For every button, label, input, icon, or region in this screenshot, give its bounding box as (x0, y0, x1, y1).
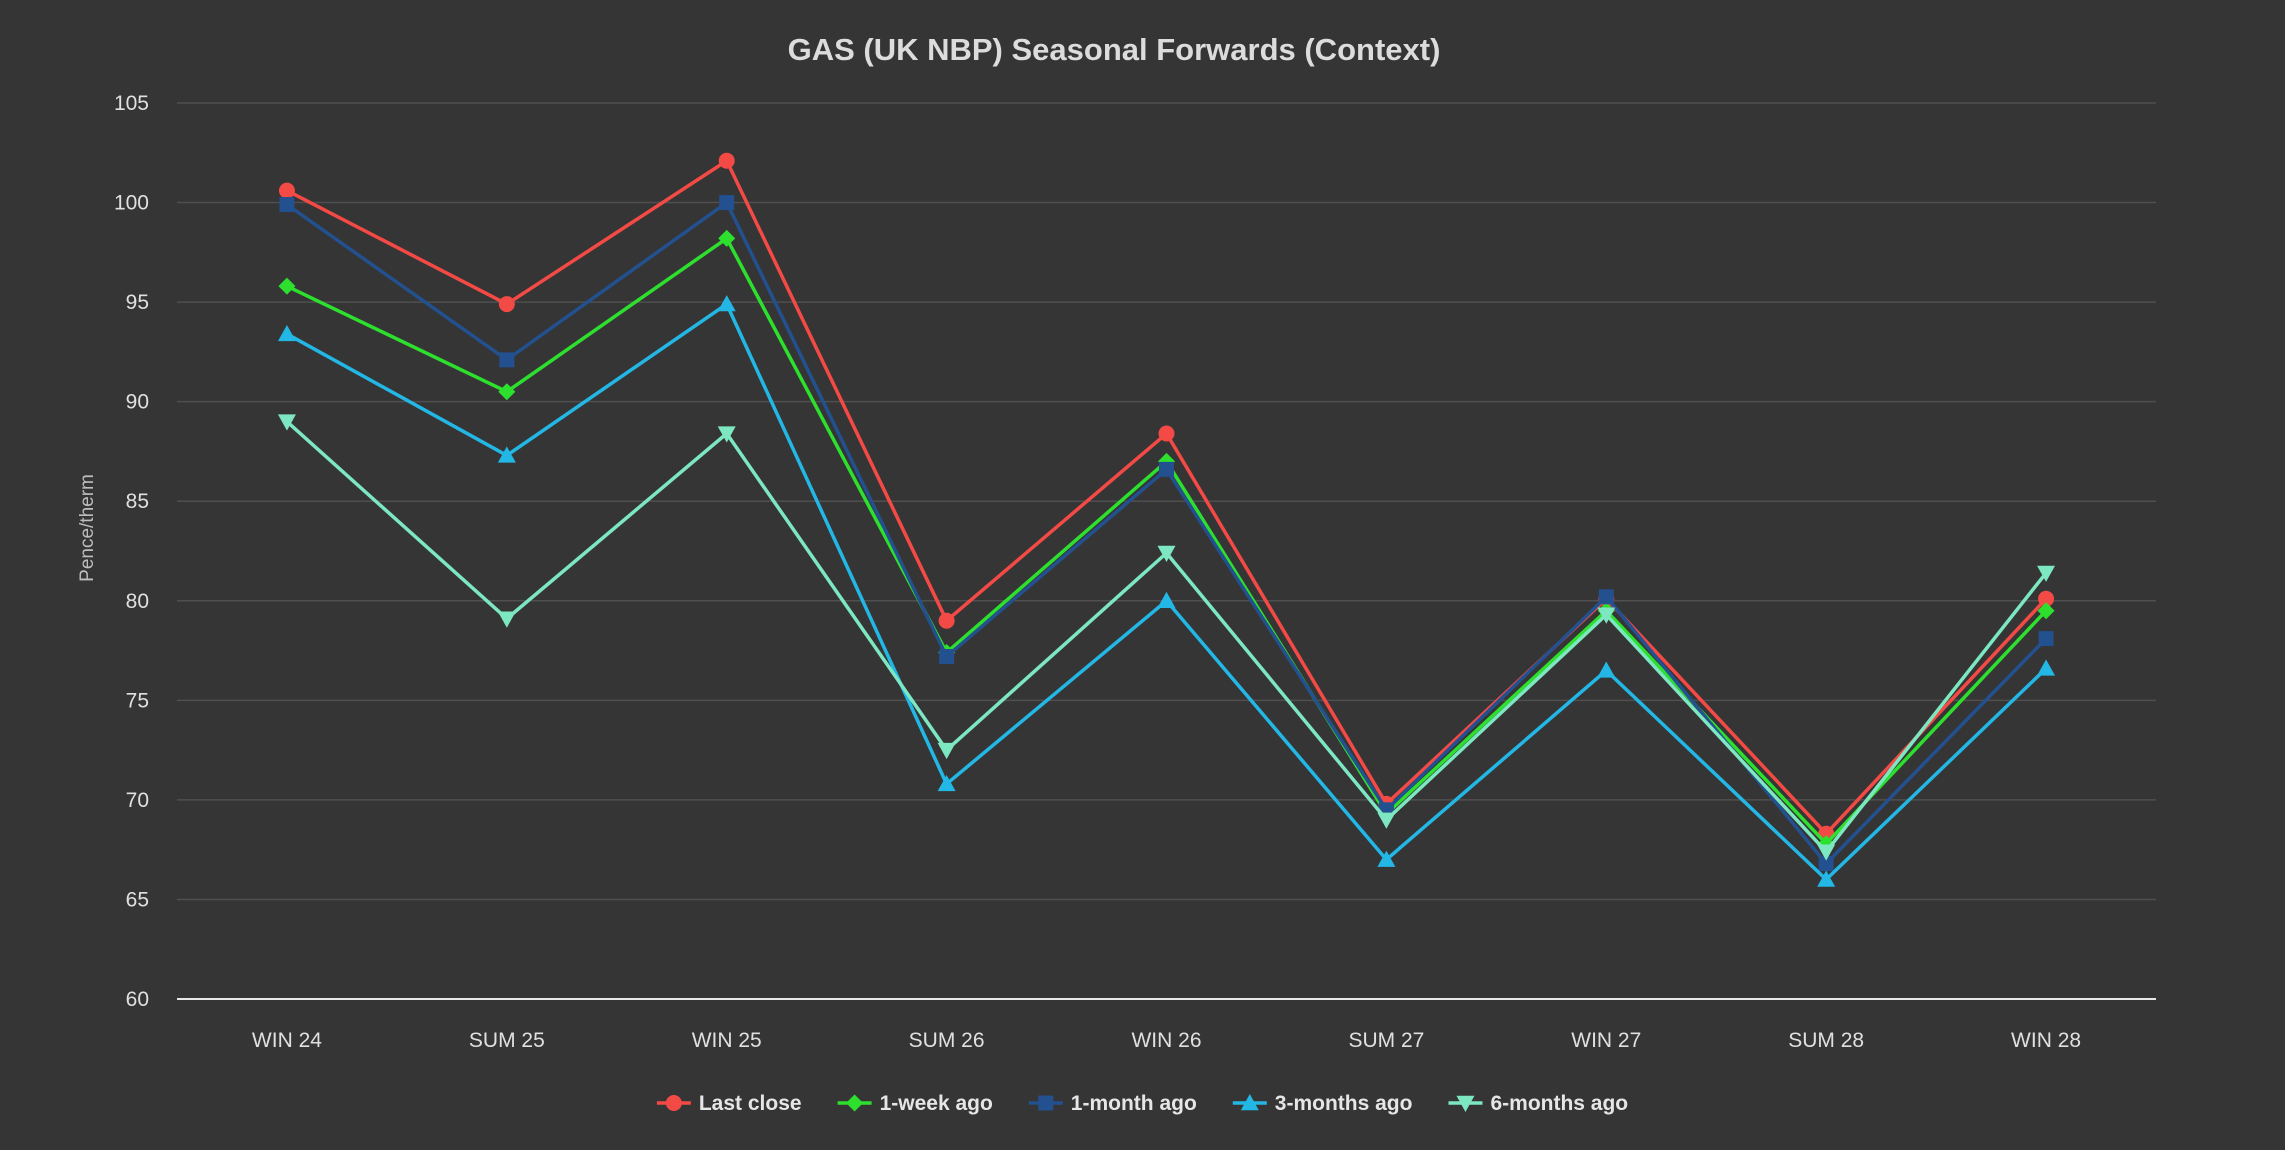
y-tick-label: 70 (126, 789, 149, 812)
data-point (1818, 856, 1834, 872)
data-point (2038, 631, 2054, 647)
series-4 (277, 414, 2056, 861)
legend-label: 3-months ago (1275, 1092, 1413, 1115)
x-tick-label: WIN 24 (252, 1029, 322, 1052)
y-tick-label: 95 (126, 291, 149, 314)
data-point (937, 742, 956, 760)
data-point (1377, 850, 1396, 867)
legend-label: 1-week ago (880, 1092, 993, 1115)
legend-marker (1456, 1095, 1475, 1112)
data-point (1157, 545, 1176, 562)
series-1 (278, 229, 2055, 853)
legend-item[interactable]: 3-months ago (1232, 1092, 1413, 1115)
data-point (718, 229, 736, 247)
data-point (939, 649, 955, 665)
data-point (1817, 844, 1836, 861)
data-point (277, 324, 296, 342)
series-0 (278, 152, 2055, 842)
data-point (937, 774, 956, 792)
data-point (497, 611, 516, 628)
x-axis-ticks: WIN 24 SUM 25 WIN 25 SUM 26 WIN 26 SUM 27 WIN … (252, 1029, 2081, 1052)
series-line (286, 158, 2048, 836)
data-point (717, 426, 736, 443)
data-point (498, 296, 515, 313)
data-point (498, 383, 516, 401)
data-point (2037, 602, 2055, 620)
y-axis-label: Pence/therm (77, 474, 98, 582)
data-point (1597, 607, 1616, 624)
data-point (2037, 565, 2056, 582)
data-point (1598, 589, 1614, 605)
data-point (719, 195, 735, 211)
x-tick-label: SUM 25 (469, 1029, 545, 1052)
y-tick-label: 105 (114, 92, 149, 115)
series-layer (277, 152, 2056, 887)
legend-item[interactable]: 1-week ago (837, 1092, 993, 1115)
data-point (1159, 461, 1174, 477)
data-point (1597, 661, 1616, 678)
series-2 (279, 195, 2054, 872)
y-tick-label: 85 (126, 490, 149, 513)
y-tick-label: 75 (126, 689, 149, 712)
y-tick-label: 90 (126, 391, 149, 414)
data-point (2037, 659, 2056, 676)
legend-marker (1038, 1095, 1054, 1111)
data-point (938, 612, 955, 629)
data-point (1157, 591, 1176, 608)
data-point (1158, 425, 1175, 442)
x-tick-label: WIN 26 (1131, 1029, 1201, 1052)
x-tick-label: WIN 25 (692, 1029, 762, 1052)
legend-label: 6-months ago (1490, 1092, 1628, 1115)
y-tick-label: 65 (126, 888, 149, 911)
data-point (2038, 590, 2055, 607)
chart-title: GAS (UK NBP) Seasonal Forwards (Context) (788, 32, 1441, 67)
y-tick-label: 100 (114, 192, 149, 215)
legend-marker (665, 1095, 682, 1111)
data-point (278, 277, 296, 295)
data-point (1817, 870, 1836, 887)
y-tick-label: 80 (126, 590, 149, 613)
data-point (1377, 812, 1396, 829)
legend-label: 1-month ago (1071, 1092, 1197, 1115)
legend: Last close 1-week ago 1-month ago 3-months … (656, 1092, 1628, 1115)
y-axis-ticks: 60 65 70 75 80 85 90 95 100 105 (114, 92, 149, 1011)
legend-marker (1240, 1094, 1259, 1111)
legend-label: Last close (699, 1092, 802, 1115)
series-3 (277, 295, 2056, 887)
data-point (497, 446, 516, 463)
x-tick-label: WIN 27 (1571, 1029, 1641, 1052)
data-point (499, 352, 515, 368)
legend-item[interactable]: 6-months ago (1448, 1092, 1628, 1115)
x-tick-label: SUM 27 (1348, 1029, 1424, 1052)
legend-item[interactable]: Last close (656, 1092, 802, 1115)
y-tick-label: 60 (126, 988, 149, 1011)
data-point (277, 414, 296, 431)
data-point (279, 197, 295, 213)
data-point (717, 295, 736, 312)
x-tick-label: SUM 26 (909, 1029, 985, 1052)
x-tick-label: WIN 28 (2011, 1029, 2081, 1052)
x-tick-label: SUM 28 (1788, 1029, 1864, 1052)
legend-item[interactable]: 1-month ago (1028, 1092, 1197, 1115)
data-point (278, 182, 295, 199)
grid-layer (177, 102, 2156, 901)
legend-marker (846, 1094, 864, 1112)
data-point (718, 152, 735, 169)
